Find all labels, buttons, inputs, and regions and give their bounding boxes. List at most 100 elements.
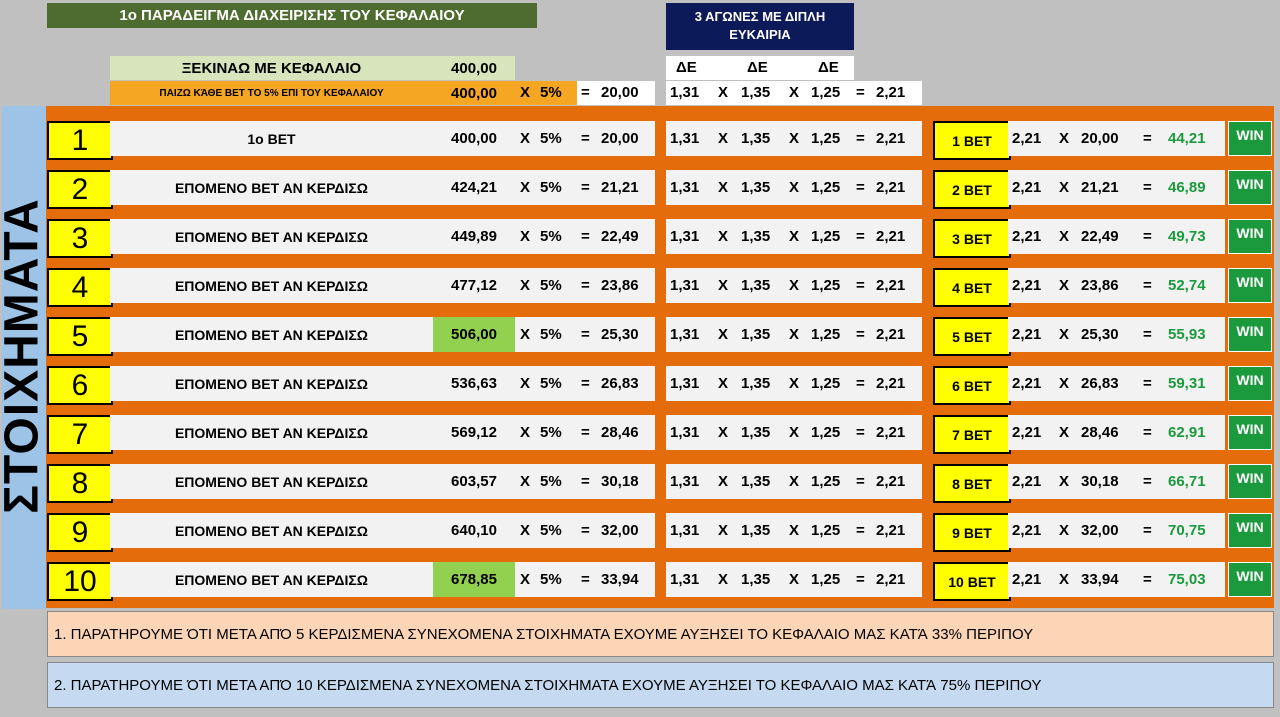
pay-eq: =	[1143, 424, 1152, 441]
calc-pct: 5%	[540, 277, 562, 294]
pay-odds: 2,21	[1012, 228, 1042, 245]
odds-total: 2,21	[876, 277, 906, 294]
odds-1: 1,31	[670, 424, 700, 441]
win-badge: WIN	[1228, 415, 1272, 450]
row-odds: 1,31 X 1,35 X 1,25 = 2,21	[666, 219, 922, 254]
play-label: ΠΑΙΖΩ ΚΆΘΕ ΒΕΤ ΤΟ 5% ΕΠΙ ΤΟΥ ΚΕΦΑΛΑΙΟΥ	[110, 81, 433, 105]
play-odds-cell: 1,31 X 1,35 X 1,25 = 2,21	[666, 81, 922, 105]
pay-eq: =	[1143, 375, 1152, 392]
de-label-3: ΔΕ	[818, 59, 839, 76]
calc-pct: 5%	[540, 375, 562, 392]
row-bet-label: 1 ΒΕΤ	[933, 121, 1011, 160]
odds-eq: =	[856, 522, 865, 539]
play-capital: 400,00	[433, 81, 515, 105]
odds-2: 1,35	[741, 228, 771, 245]
row-odds: 1,31 X 1,35 X 1,25 = 2,21	[666, 513, 922, 548]
row-stake: 23,86	[601, 277, 639, 294]
odds-x: X	[718, 473, 729, 490]
row-stake-calc: X 5% = 33,94	[515, 562, 655, 597]
calc-pct: 5%	[540, 228, 562, 245]
row-number: 6	[47, 366, 113, 405]
row-payout-calc: 2,21 X 21,21 = 46,89	[1008, 170, 1225, 205]
row-payout-calc: 2,21 X 32,00 = 70,75	[1008, 513, 1225, 548]
odds-3: 1,25	[811, 130, 841, 147]
row-stake: 30,18	[601, 473, 639, 490]
row-stake-calc: X 5% = 25,30	[515, 317, 655, 352]
pay-stake: 21,21	[1081, 179, 1119, 196]
row-stake-calc: X 5% = 20,00	[515, 121, 655, 156]
row-odds: 1,31 X 1,35 X 1,25 = 2,21	[666, 170, 922, 205]
note-2: 2. ΠΑΡΑΤΗΡΟΥΜΕ ΌΤΙ ΜΕΤΑ ΑΠΌ 10 ΚΕΡΔΙΣΜΕΝ…	[47, 662, 1274, 708]
note-1: 1. ΠΑΡΑΤΗΡΟΥΜΕ ΌΤΙ ΜΕΤΑ ΑΠΌ 5 ΚΕΡΔΙΣΜΕΝΑ…	[47, 611, 1274, 657]
calc-x: X	[520, 375, 531, 392]
calc-pct: 5%	[540, 179, 562, 196]
pay-eq: =	[1143, 473, 1152, 490]
odds-eq: =	[856, 326, 865, 343]
pay-eq: =	[1143, 228, 1152, 245]
table-row: 8 ΕΠΟΜΕΝΟ ΒΕΤ ΑΝ ΚΕΡΔΙΣΩ 603,57 X 5% = 30,18 1,…	[0, 464, 1280, 503]
table-row: 2 ΕΠΟΜΕΝΟ ΒΕΤ ΑΝ ΚΕΡΔΙΣΩ 424,21 X 5% = 21,21 1,…	[0, 170, 1280, 209]
odds-2: 1,35	[741, 84, 771, 101]
start-capital-value: 400,00	[433, 56, 515, 80]
row-payout: 52,74	[1168, 277, 1206, 294]
calc-x: X	[520, 130, 531, 147]
odds-total: 2,21	[876, 84, 906, 101]
row-payout: 66,71	[1168, 473, 1206, 490]
table-row: 5 ΕΠΟΜΕΝΟ ΒΕΤ ΑΝ ΚΕΡΔΙΣΩ 506,00 X 5% = 25,30 1,…	[0, 317, 1280, 356]
play-pct: 5%	[540, 84, 562, 101]
row-payout: 44,21	[1168, 130, 1206, 147]
odds-x: X	[718, 84, 729, 101]
table-row: 9 ΕΠΟΜΕΝΟ ΒΕΤ ΑΝ ΚΕΡΔΙΣΩ 640,10 X 5% = 32,00 1,…	[0, 513, 1280, 552]
row-stake: 26,83	[601, 375, 639, 392]
row-stake-calc: X 5% = 30,18	[515, 464, 655, 499]
odds-total: 2,21	[876, 473, 906, 490]
row-payout: 59,31	[1168, 375, 1206, 392]
row-capital: 640,10	[433, 513, 515, 548]
row-bet-label: 6 ΒΕΤ	[933, 366, 1011, 405]
odds-1: 1,31	[670, 277, 700, 294]
row-stake-calc: X 5% = 22,49	[515, 219, 655, 254]
win-badge: WIN	[1228, 366, 1272, 401]
table-row: 10 ΕΠΟΜΕΝΟ ΒΕΤ ΑΝ ΚΕΡΔΙΣΩ 678,85 X 5% = 33,94 1…	[0, 562, 1280, 601]
row-number: 8	[47, 464, 113, 503]
odds-3: 1,25	[811, 179, 841, 196]
odds-1: 1,31	[670, 375, 700, 392]
row-stake: 20,00	[601, 130, 639, 147]
row-payout-calc: 2,21 X 30,18 = 66,71	[1008, 464, 1225, 499]
play-eq: =	[581, 84, 590, 101]
calc-pct: 5%	[540, 326, 562, 343]
row-odds: 1,31 X 1,35 X 1,25 = 2,21	[666, 464, 922, 499]
odds-total: 2,21	[876, 326, 906, 343]
odds-x: X	[718, 326, 729, 343]
odds-x: X	[789, 228, 800, 245]
pay-stake: 28,46	[1081, 424, 1119, 441]
row-label: ΕΠΟΜΕΝΟ ΒΕΤ ΑΝ ΚΕΡΔΙΣΩ	[110, 170, 433, 205]
pay-eq: =	[1143, 277, 1152, 294]
odds-x: X	[789, 179, 800, 196]
odds-3: 1,25	[811, 473, 841, 490]
odds-x: X	[789, 473, 800, 490]
calc-pct: 5%	[540, 571, 562, 588]
calc-eq: =	[581, 571, 590, 588]
odds-x: X	[718, 424, 729, 441]
calc-x: X	[520, 326, 531, 343]
calc-eq: =	[581, 277, 590, 294]
row-bet-label: 5 ΒΕΤ	[933, 317, 1011, 356]
row-payout: 70,75	[1168, 522, 1206, 539]
calc-eq: =	[581, 228, 590, 245]
pay-odds: 2,21	[1012, 375, 1042, 392]
odds-3: 1,25	[811, 424, 841, 441]
odds-3: 1,25	[811, 571, 841, 588]
odds-total: 2,21	[876, 375, 906, 392]
odds-2: 1,35	[741, 571, 771, 588]
pay-x: X	[1059, 424, 1070, 441]
odds-x: X	[789, 277, 800, 294]
odds-total: 2,21	[876, 228, 906, 245]
row-number: 1	[47, 121, 113, 160]
odds-3: 1,25	[811, 277, 841, 294]
odds-2: 1,35	[741, 277, 771, 294]
odds-eq: =	[856, 473, 865, 490]
row-bet-label: 7 ΒΕΤ	[933, 415, 1011, 454]
win-badge: WIN	[1228, 317, 1272, 352]
odds-1: 1,31	[670, 84, 700, 101]
